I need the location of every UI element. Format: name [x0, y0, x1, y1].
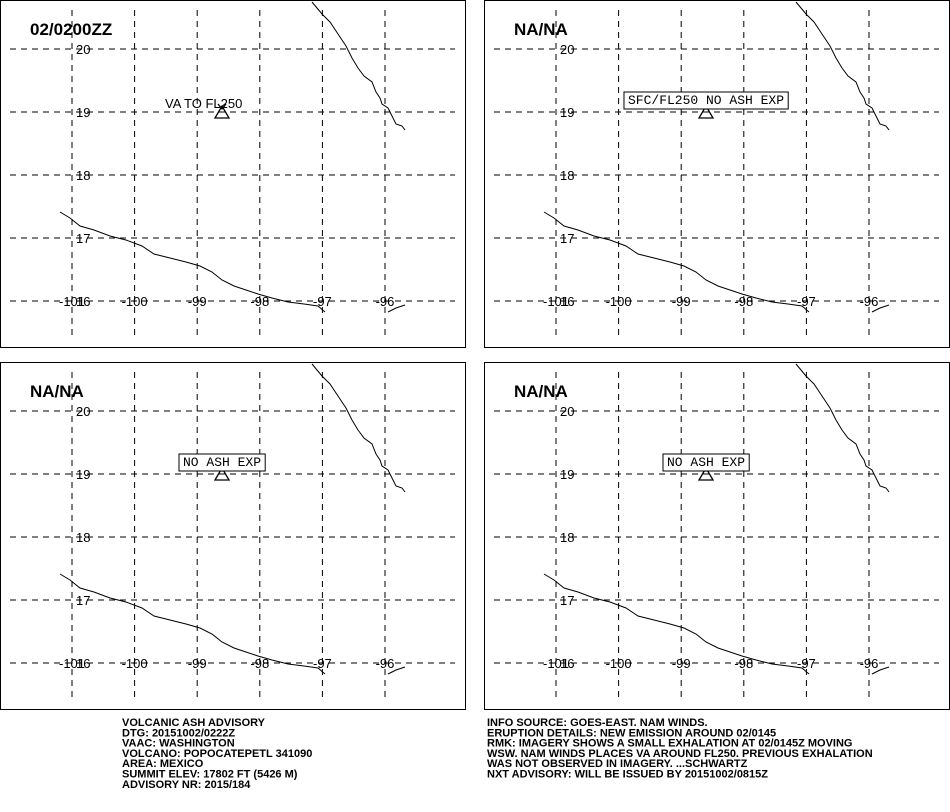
lat-label: 17 — [560, 593, 574, 608]
lat-label: 19 — [560, 467, 574, 482]
lat-label: 18 — [560, 168, 574, 183]
lon-label: -101 — [543, 294, 569, 309]
advisory-line: VOLCANIC ASH ADVISORY — [122, 717, 266, 729]
lat-label: 18 — [560, 530, 574, 545]
lat-label: 20 — [560, 42, 574, 57]
annotation-box — [623, 91, 789, 110]
lon-label: -101 — [543, 656, 569, 671]
panel-frame — [0, 362, 466, 710]
lat-label: 17 — [560, 231, 574, 246]
ash-annotation: VA TO FL250 — [165, 96, 242, 111]
map-panel: -101 -100 -99 -98 -97 -96201918171602/0200ZZV… — [0, 0, 466, 348]
advisory-line: RMK: IMAGERY SHOWS A SMALL EXHALATION AT… — [487, 738, 852, 750]
lat-label: 19 — [76, 467, 90, 482]
panel-title: 02/0200ZZ — [30, 20, 112, 39]
lat-label: 18 — [76, 530, 90, 545]
lat-label: 20 — [76, 42, 90, 57]
lat-label: 19 — [560, 105, 574, 120]
advisory-line: ERUPTION DETAILS: NEW EMISSION AROUND 02… — [487, 727, 776, 739]
advisory-line: WAS NOT OBSERVED IN IMAGERY. ...SCHWARTZ — [487, 758, 748, 770]
advisory-line: AREA: MEXICO — [122, 758, 204, 770]
panel-frame — [484, 362, 950, 710]
ash-annotation: SFC/FL250 NO ASH EXP — [628, 93, 784, 108]
annotation-box — [178, 453, 266, 472]
ash-annotation: NO ASH EXP — [667, 455, 745, 470]
panel-frame — [0, 0, 466, 348]
panel-frame — [484, 0, 950, 348]
lon-label: -98 — [734, 656, 753, 671]
lon-label: -98 — [250, 656, 269, 671]
panel-title: NA/NA — [30, 382, 84, 401]
lat-label: 19 — [76, 105, 90, 120]
lat-label: 17 — [76, 231, 90, 246]
lat-label: 18 — [76, 168, 90, 183]
panel-title: NA/NA — [514, 20, 568, 39]
lat-label: 17 — [76, 593, 90, 608]
advisory-line: DTG: 20151002/0222Z — [122, 727, 235, 739]
lon-label: -101 — [59, 656, 85, 671]
lat-label: 20 — [76, 404, 90, 419]
advisory-line: ADVISORY NR: 2015/184 — [122, 779, 251, 791]
advisory-line: INFO SOURCE: GOES-EAST. NAM WINDS. — [487, 717, 708, 729]
map-panel: -101 -100 -99 -98 -97 -962019181716NA/NASFC/F… — [484, 0, 950, 348]
advisory-line: WSW. NAM WINDS PLACES VA AROUND FL250. P… — [487, 748, 873, 760]
lat-label: 16 — [76, 294, 90, 309]
advisory-line: NXT ADVISORY: WILL BE ISSUED BY 20151002… — [487, 769, 768, 781]
advisory-line: SUMMIT ELEV: 17802 FT (5426 M) — [122, 769, 298, 781]
lon-label: -98 — [734, 294, 753, 309]
lat-label: 16 — [560, 656, 574, 671]
lat-label: 20 — [560, 404, 574, 419]
advisory-line: VOLCANO: POPOCATEPETL 341090 — [122, 748, 312, 760]
annotation-box — [662, 453, 750, 472]
panel-title: NA/NA — [514, 382, 568, 401]
lon-label: -98 — [250, 294, 269, 309]
advisory-line: VAAC: WASHINGTON — [122, 738, 235, 750]
lat-label: 16 — [560, 294, 574, 309]
lat-label: 16 — [76, 656, 90, 671]
lon-label: -101 — [59, 294, 85, 309]
ash-annotation: NO ASH EXP — [183, 455, 261, 470]
